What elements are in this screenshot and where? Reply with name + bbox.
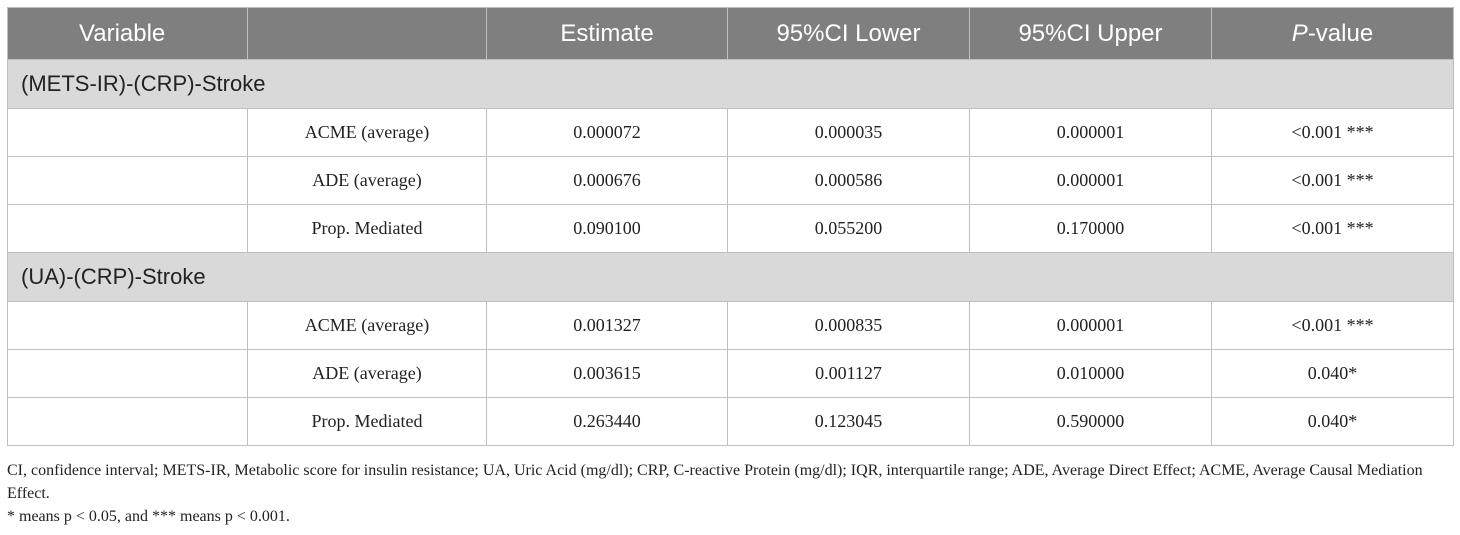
header-p-suffix: -value bbox=[1307, 19, 1374, 47]
variable-cell bbox=[7, 301, 248, 350]
header-p-value: P-value bbox=[1211, 7, 1454, 60]
p-value-cell: <0.001 *** bbox=[1211, 204, 1454, 253]
variable-cell bbox=[7, 156, 248, 205]
estimate-cell: 0.090100 bbox=[486, 204, 728, 253]
ci-upper-cell: 0.000001 bbox=[969, 301, 1212, 350]
table-header-row: Variable Estimate 95%CI Lower 95%CI Uppe… bbox=[7, 7, 1454, 60]
table-row: ACME (average) 0.000072 0.000035 0.00000… bbox=[7, 108, 1454, 157]
ci-lower-cell: 0.123045 bbox=[727, 397, 970, 446]
measure-cell: Prop. Mediated bbox=[247, 397, 487, 446]
variable-cell bbox=[7, 397, 248, 446]
header-variable: Variable bbox=[7, 7, 248, 60]
p-value-cell: 0.040* bbox=[1211, 397, 1454, 446]
estimate-cell: 0.003615 bbox=[486, 349, 728, 398]
table-row: ADE (average) 0.000676 0.000586 0.000001… bbox=[7, 156, 1454, 205]
header-estimate: Estimate bbox=[486, 7, 728, 60]
ci-lower-cell: 0.000586 bbox=[727, 156, 970, 205]
table-footnotes: CI, confidence interval; METS-IR, Metabo… bbox=[7, 459, 1453, 528]
p-value-cell: <0.001 *** bbox=[1211, 108, 1454, 157]
estimate-cell: 0.263440 bbox=[486, 397, 728, 446]
header-ci-upper: 95%CI Upper bbox=[969, 7, 1212, 60]
header-measure bbox=[247, 7, 487, 60]
table-row: ACME (average) 0.001327 0.000835 0.00000… bbox=[7, 301, 1454, 350]
group-label: (METS-IR)-(CRP)-Stroke bbox=[7, 59, 1454, 109]
group-row: (UA)-(CRP)-Stroke bbox=[7, 252, 1454, 302]
ci-upper-cell: 0.000001 bbox=[969, 108, 1212, 157]
measure-cell: ACME (average) bbox=[247, 108, 487, 157]
ci-lower-cell: 0.055200 bbox=[727, 204, 970, 253]
variable-cell bbox=[7, 349, 248, 398]
ci-lower-cell: 0.000035 bbox=[727, 108, 970, 157]
table-row: Prop. Mediated 0.263440 0.123045 0.59000… bbox=[7, 397, 1454, 446]
results-table-container: Variable Estimate 95%CI Lower 95%CI Uppe… bbox=[7, 7, 1454, 446]
table-row: Prop. Mediated 0.090100 0.055200 0.17000… bbox=[7, 204, 1454, 253]
ci-upper-cell: 0.590000 bbox=[969, 397, 1212, 446]
estimate-cell: 0.001327 bbox=[486, 301, 728, 350]
ci-upper-cell: 0.000001 bbox=[969, 156, 1212, 205]
measure-cell: ACME (average) bbox=[247, 301, 487, 350]
variable-cell bbox=[7, 108, 248, 157]
ci-lower-cell: 0.000835 bbox=[727, 301, 970, 350]
ci-lower-cell: 0.001127 bbox=[727, 349, 970, 398]
p-value-cell: <0.001 *** bbox=[1211, 301, 1454, 350]
estimate-cell: 0.000072 bbox=[486, 108, 728, 157]
estimate-cell: 0.000676 bbox=[486, 156, 728, 205]
ci-upper-cell: 0.010000 bbox=[969, 349, 1212, 398]
significance-footnote: * means p < 0.05, and *** means p < 0.00… bbox=[7, 508, 290, 525]
ci-upper-cell: 0.170000 bbox=[969, 204, 1212, 253]
abbreviations-footnote: CI, confidence interval; METS-IR, Metabo… bbox=[7, 462, 1423, 502]
p-value-cell: <0.001 *** bbox=[1211, 156, 1454, 205]
measure-cell: ADE (average) bbox=[247, 156, 487, 205]
header-p-italic: P bbox=[1291, 19, 1308, 47]
variable-cell bbox=[7, 204, 248, 253]
measure-cell: ADE (average) bbox=[247, 349, 487, 398]
measure-cell: Prop. Mediated bbox=[247, 204, 487, 253]
group-row: (METS-IR)-(CRP)-Stroke bbox=[7, 59, 1454, 109]
mediation-results-table: Variable Estimate 95%CI Lower 95%CI Uppe… bbox=[7, 7, 1454, 446]
table-row: ADE (average) 0.003615 0.001127 0.010000… bbox=[7, 349, 1454, 398]
group-label: (UA)-(CRP)-Stroke bbox=[7, 252, 1454, 302]
p-value-cell: 0.040* bbox=[1211, 349, 1454, 398]
header-ci-lower: 95%CI Lower bbox=[727, 7, 970, 60]
